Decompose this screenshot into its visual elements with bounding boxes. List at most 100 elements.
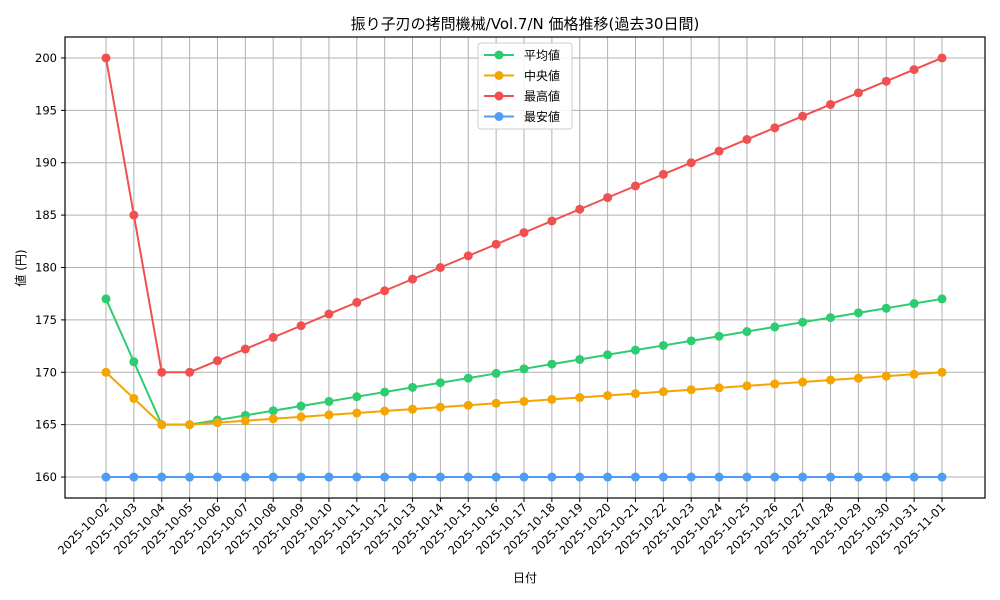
data-point bbox=[268, 406, 278, 416]
y-tick-label: 165 bbox=[35, 418, 57, 432]
data-point bbox=[463, 400, 473, 410]
data-series bbox=[101, 53, 947, 482]
data-point bbox=[129, 472, 139, 482]
data-point bbox=[909, 299, 919, 309]
data-point bbox=[408, 382, 418, 392]
data-point bbox=[826, 99, 836, 109]
data-point bbox=[742, 327, 752, 337]
data-point bbox=[575, 472, 585, 482]
data-point bbox=[296, 401, 306, 411]
data-point bbox=[770, 472, 780, 482]
data-point bbox=[519, 472, 529, 482]
data-point bbox=[268, 332, 278, 342]
chart-title: 振り子刃の拷問機械/Vol.7/N 価格推移(過去30日間) bbox=[351, 15, 700, 33]
legend-box bbox=[477, 42, 573, 130]
data-point bbox=[157, 472, 167, 482]
data-point bbox=[575, 393, 585, 403]
data-point bbox=[853, 472, 863, 482]
data-point bbox=[129, 210, 139, 220]
y-tick-label: 175 bbox=[35, 313, 57, 327]
data-point bbox=[603, 472, 613, 482]
data-point bbox=[268, 472, 278, 482]
y-tick-label: 200 bbox=[35, 51, 57, 65]
data-point bbox=[157, 367, 167, 377]
data-point bbox=[603, 391, 613, 401]
data-point bbox=[408, 472, 418, 482]
data-point bbox=[185, 420, 195, 430]
data-point bbox=[742, 381, 752, 391]
data-point bbox=[435, 402, 445, 412]
data-point bbox=[324, 309, 334, 319]
data-point bbox=[714, 331, 724, 341]
data-point bbox=[881, 76, 891, 86]
data-point bbox=[686, 472, 696, 482]
data-point bbox=[352, 297, 362, 307]
data-point bbox=[881, 303, 891, 313]
legend-marker bbox=[494, 112, 504, 121]
data-point bbox=[826, 313, 836, 323]
data-point bbox=[380, 286, 390, 296]
y-tick-label: 190 bbox=[35, 156, 57, 170]
data-point bbox=[463, 472, 473, 482]
data-point bbox=[714, 146, 724, 156]
data-point bbox=[268, 414, 278, 424]
data-point bbox=[575, 354, 585, 364]
y-axis: 160 165 170 175 180 185 190 195 200 bbox=[35, 51, 65, 484]
data-point bbox=[212, 356, 222, 366]
legend-label: 中央値 bbox=[524, 68, 560, 83]
data-point bbox=[435, 378, 445, 388]
data-point bbox=[630, 181, 640, 191]
data-point bbox=[129, 357, 139, 367]
data-point bbox=[937, 294, 947, 304]
data-point bbox=[463, 251, 473, 261]
data-point bbox=[686, 385, 696, 395]
data-point bbox=[296, 472, 306, 482]
data-point bbox=[547, 394, 557, 404]
legend-label: 平均値 bbox=[524, 48, 560, 63]
data-point bbox=[937, 53, 947, 63]
data-point bbox=[463, 373, 473, 383]
y-tick-label: 180 bbox=[35, 261, 57, 275]
data-point bbox=[296, 321, 306, 331]
data-point bbox=[491, 472, 501, 482]
data-point bbox=[686, 336, 696, 346]
data-point bbox=[101, 472, 111, 482]
data-point bbox=[212, 472, 222, 482]
data-point bbox=[185, 472, 195, 482]
data-point bbox=[881, 472, 891, 482]
data-point bbox=[435, 472, 445, 482]
data-point bbox=[296, 412, 306, 422]
data-point bbox=[101, 367, 111, 377]
data-point bbox=[603, 350, 613, 360]
data-point bbox=[658, 340, 668, 350]
data-point bbox=[630, 389, 640, 399]
data-point bbox=[519, 364, 529, 374]
x-axis-label: 日付 bbox=[513, 571, 537, 585]
data-point bbox=[240, 416, 250, 426]
data-point bbox=[547, 359, 557, 369]
data-point bbox=[352, 408, 362, 418]
y-tick-label: 160 bbox=[35, 470, 57, 484]
data-point bbox=[909, 369, 919, 379]
data-point bbox=[603, 193, 613, 203]
data-point bbox=[853, 373, 863, 383]
data-point bbox=[129, 393, 139, 403]
legend-label: 最安値 bbox=[524, 109, 560, 124]
data-point bbox=[547, 216, 557, 226]
legend-marker bbox=[494, 91, 504, 101]
data-point bbox=[324, 410, 334, 420]
data-point bbox=[491, 368, 501, 378]
data-point bbox=[937, 472, 947, 482]
data-point bbox=[798, 472, 808, 482]
series-0 bbox=[101, 294, 947, 430]
data-point bbox=[240, 344, 250, 354]
data-point bbox=[658, 169, 668, 179]
data-point bbox=[185, 367, 195, 377]
data-point bbox=[658, 387, 668, 397]
data-point bbox=[798, 377, 808, 387]
series-1 bbox=[101, 367, 947, 430]
data-point bbox=[770, 322, 780, 332]
data-point bbox=[630, 472, 640, 482]
